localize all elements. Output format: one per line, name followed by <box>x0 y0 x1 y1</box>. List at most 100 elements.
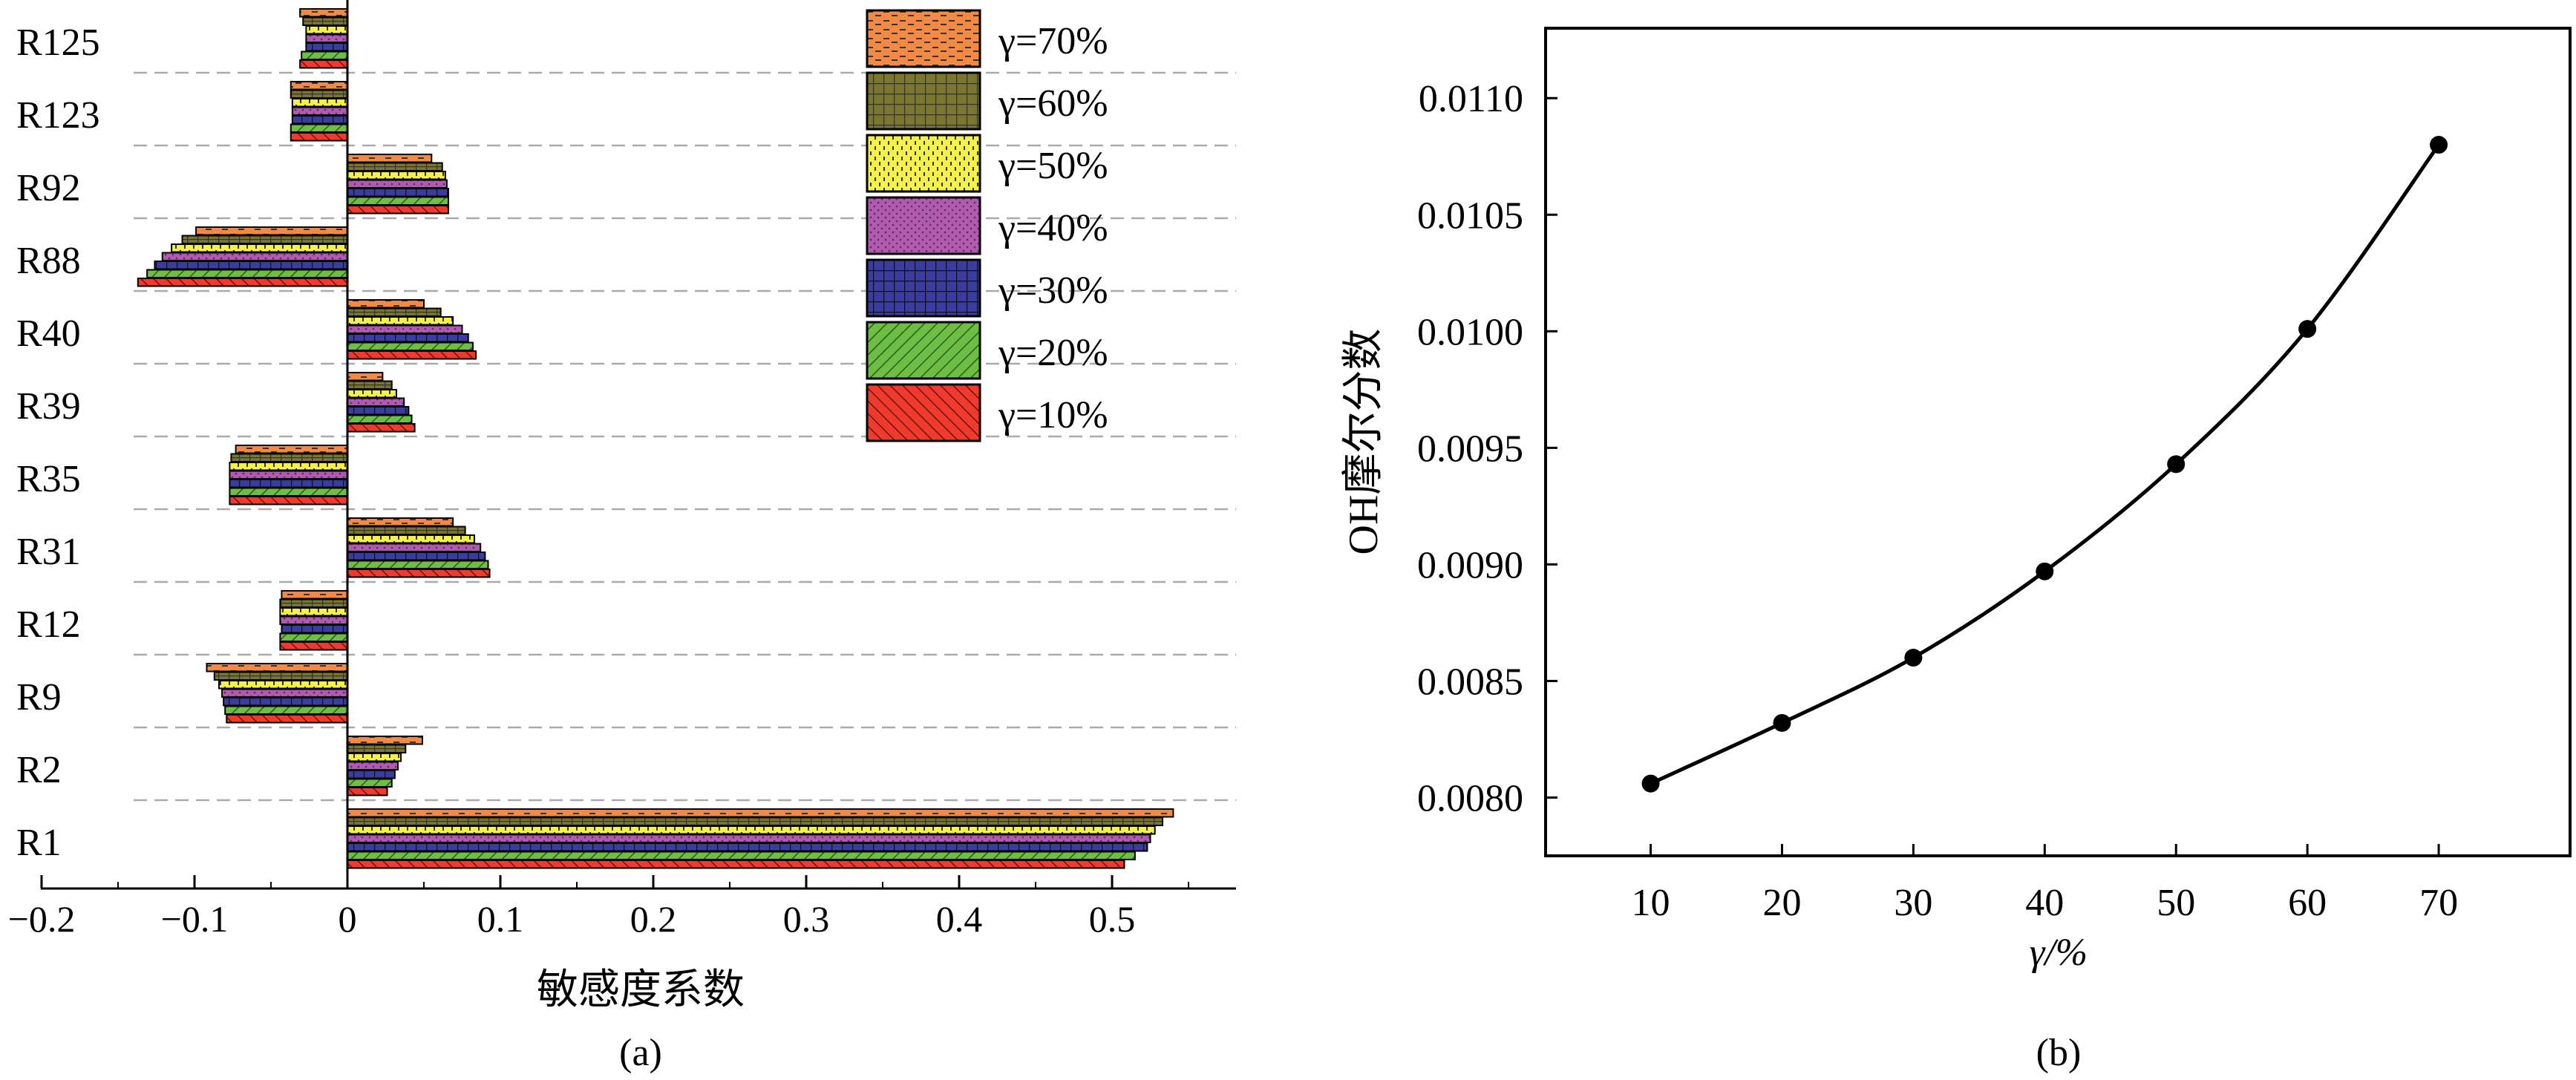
b-data-point <box>1773 713 1791 732</box>
a-bar <box>347 397 405 407</box>
a-bar <box>347 778 393 788</box>
a-bar <box>181 235 348 244</box>
a-bar <box>229 479 348 488</box>
b-y-tick-label: 0.0095 <box>1417 428 1523 470</box>
a-bar <box>347 179 448 189</box>
a-category-label: R123 <box>16 94 100 137</box>
a-bar <box>347 333 469 343</box>
b-x-tick-label: 20 <box>1762 882 1801 924</box>
a-bar <box>221 688 348 698</box>
a-bars <box>137 8 1174 869</box>
a-bar <box>347 406 410 416</box>
a-bar <box>347 560 489 569</box>
a-bar <box>229 496 348 505</box>
b-data-point <box>2430 136 2448 154</box>
a-legend-swatch <box>866 258 981 318</box>
b-series-line <box>1650 143 2441 785</box>
b-y-tick-label: 0.0090 <box>1417 544 1523 586</box>
a-x-tick-label: 0.4 <box>936 898 983 940</box>
a-bar <box>347 825 1156 835</box>
a-bar <box>305 33 349 43</box>
a-x-tick-label: 0.5 <box>1089 898 1136 940</box>
b-data-point <box>2036 562 2054 580</box>
a-legend-swatch <box>866 134 981 193</box>
a-bar <box>347 744 407 753</box>
a-bar <box>229 470 348 480</box>
a-bar <box>223 697 349 707</box>
a-legend-swatch <box>866 71 981 131</box>
a-bar <box>347 324 463 334</box>
a-bar <box>218 680 348 690</box>
a-legend-swatch <box>866 9 981 68</box>
b-data-point <box>1904 649 1923 667</box>
b-x-tick-label: 70 <box>2419 882 2458 924</box>
b-y-tick-label: 0.0105 <box>1417 194 1523 237</box>
b-y-axis-label: OH摩尔分数 <box>1341 329 1387 555</box>
b-plot-frame <box>1544 27 2572 857</box>
a-bar <box>347 808 1174 818</box>
a-legend-label: γ=50% <box>998 145 1108 187</box>
b-y-tick-label: 0.0100 <box>1417 311 1523 353</box>
a-x-axis-label: 敏感度系数 <box>537 967 745 1013</box>
a-bar <box>347 196 449 206</box>
a-category-label: R1 <box>16 822 62 864</box>
a-category-label: R39 <box>16 385 81 428</box>
a-category-label: R40 <box>16 312 81 355</box>
b-data-point <box>1641 774 1660 793</box>
a-bar <box>347 569 491 578</box>
b-data-point <box>2298 320 2317 338</box>
a-bar <box>213 671 348 681</box>
a-bar <box>137 278 348 287</box>
a-x-axis: −0.2 −0.1 0 0.1 0.2 0.3 0.4 0.5 <box>8 0 1236 940</box>
b-data-point <box>2167 455 2186 474</box>
a-bar <box>290 89 348 99</box>
b-y-tick-label: 0.0080 <box>1417 777 1523 819</box>
a-bar <box>347 307 442 317</box>
a-bar <box>302 16 349 26</box>
a-bar <box>290 81 348 91</box>
a-bar <box>347 787 388 796</box>
a-bar <box>347 552 486 561</box>
a-bar <box>279 607 348 617</box>
a-category-label: R2 <box>16 749 62 791</box>
a-bar <box>347 171 446 180</box>
a-bar <box>347 860 1125 869</box>
a-bar <box>291 98 348 108</box>
a-legend-swatch <box>866 383 981 442</box>
a-bar <box>347 517 454 527</box>
a-bar <box>291 106 348 116</box>
a-bar <box>161 252 348 261</box>
panel-b-line-chart: 10 20 30 40 50 60 70 0.0080 0.0085 0.0090 0.0095 0.… <box>1341 27 2572 1074</box>
a-bar <box>347 842 1148 852</box>
a-bar <box>195 226 348 236</box>
a-bar <box>347 526 466 535</box>
a-bar <box>347 851 1136 860</box>
a-x-tick-label: 0.2 <box>630 898 677 940</box>
a-category-label: R125 <box>16 22 100 64</box>
b-panel-label: (b) <box>2036 1032 2082 1074</box>
a-category-separators <box>134 71 1236 802</box>
a-bar <box>347 770 396 779</box>
a-category-label: R92 <box>16 167 81 209</box>
a-bar <box>347 423 416 433</box>
b-x-tick-label: 40 <box>2025 882 2064 924</box>
a-x-tick-label: −0.2 <box>8 898 76 940</box>
a-bar <box>347 154 433 163</box>
b-y-tick-label: 0.0110 <box>1419 78 1523 120</box>
a-category-labels: R125 R123 R92 R88 R40 R39 R35 R31 R12 R9 R2 R1 <box>16 22 100 864</box>
a-category-label: R31 <box>16 531 81 573</box>
a-x-tick-label: 0.1 <box>477 898 524 940</box>
a-bar <box>347 834 1151 843</box>
a-bar <box>305 25 349 35</box>
b-x-tick-label: 50 <box>2157 882 2195 924</box>
a-legend-label: γ=10% <box>998 394 1108 436</box>
a-bar <box>235 445 348 454</box>
a-bar <box>347 205 449 215</box>
a-bar <box>290 132 348 142</box>
a-bar <box>279 641 348 651</box>
a-bar <box>347 299 425 309</box>
a-bar <box>281 624 349 634</box>
a-bar <box>171 243 348 253</box>
a-x-tick-label: 0 <box>339 898 357 940</box>
a-bar <box>146 269 348 278</box>
